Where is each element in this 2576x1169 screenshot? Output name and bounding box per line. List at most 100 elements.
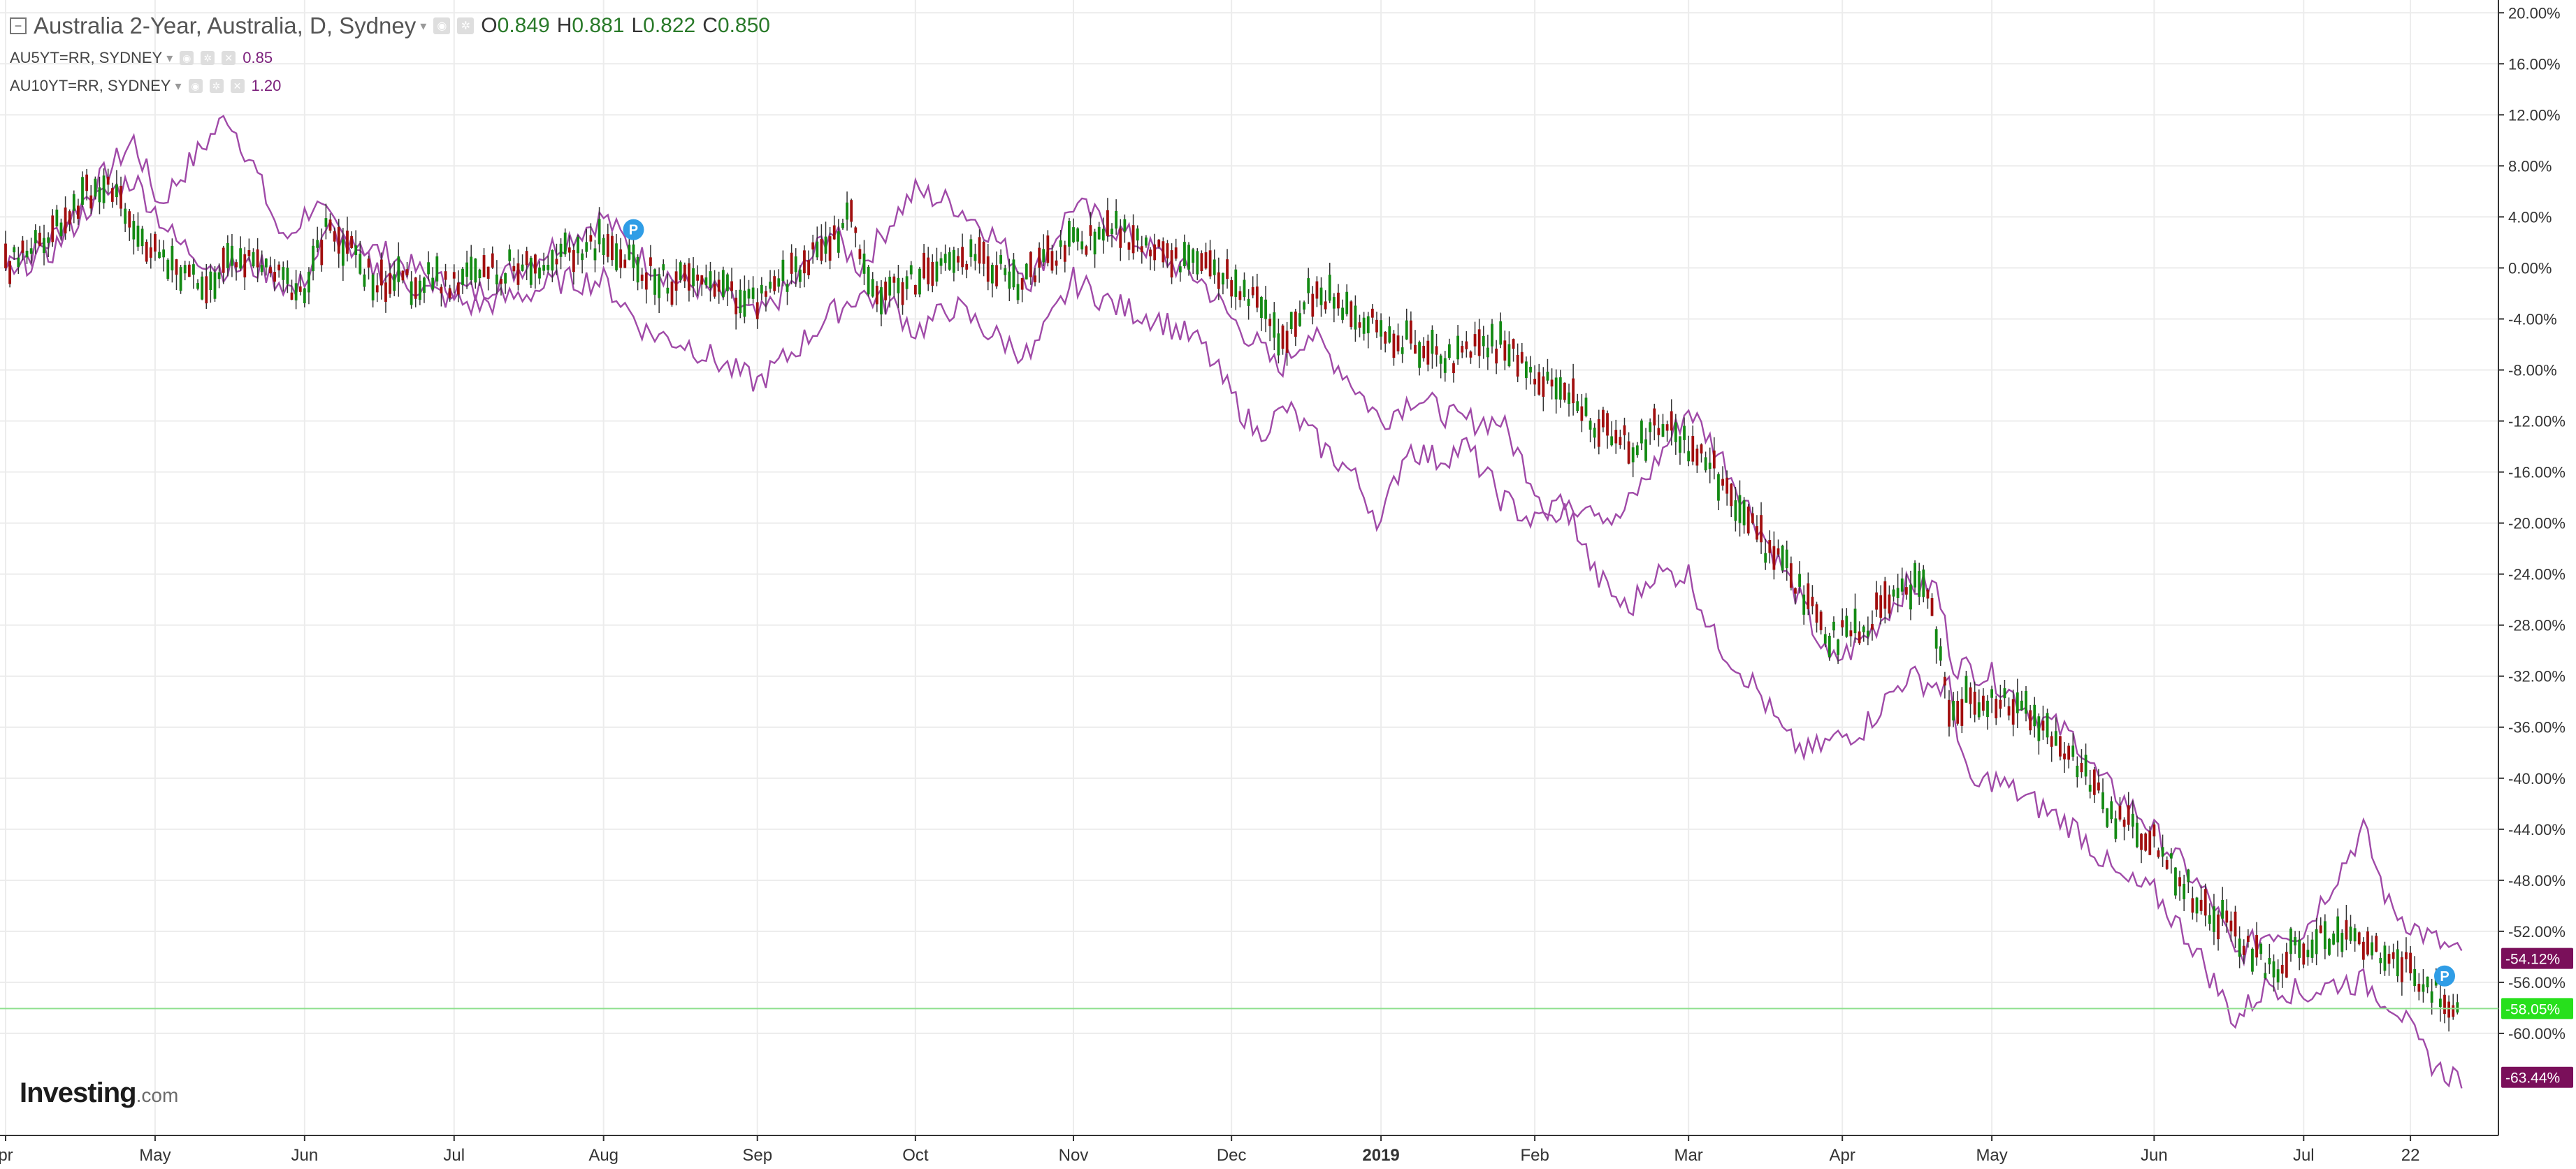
event-marker-icon[interactable] [2433, 965, 2455, 987]
candle-body [179, 267, 182, 291]
last-value-tag [2501, 998, 2573, 1019]
candle-body [1025, 263, 1028, 279]
gear-icon[interactable]: ✲ [209, 79, 224, 93]
legend-series-au5yt: AU5YT=RR, SYDNEY ▾ ◉ ✲ ✕ 0.85 [10, 49, 273, 67]
candle-body [683, 264, 686, 282]
candle-body [2199, 899, 2203, 911]
candle-body [2037, 716, 2041, 741]
close-icon[interactable]: ✕ [222, 51, 236, 65]
candle-body [452, 272, 456, 279]
candle-body [1123, 219, 1127, 232]
candle-body [1115, 210, 1118, 229]
candle-body [461, 268, 464, 285]
candle-body [1512, 339, 1515, 349]
candle-body [491, 253, 494, 268]
chevron-down-icon[interactable]: ▾ [166, 50, 173, 65]
candle-body [794, 256, 797, 273]
candle-body [786, 284, 789, 292]
candle-body [1127, 242, 1131, 250]
candle-body [4, 243, 7, 268]
candle-body [1131, 225, 1135, 254]
candle-body [867, 266, 870, 295]
chevron-down-icon[interactable]: ▾ [420, 18, 427, 33]
candle-body [486, 266, 490, 279]
candle-body [2438, 999, 2442, 1008]
candle-body [538, 267, 541, 279]
candle-body [25, 250, 29, 258]
candle-body [2238, 938, 2241, 957]
candle-body [106, 176, 110, 185]
eye-icon[interactable]: ◉ [180, 51, 194, 65]
eye-icon[interactable]: ◉ [433, 17, 451, 34]
candle-body [798, 269, 802, 282]
event-marker-icon[interactable] [623, 219, 644, 240]
candle-body [1469, 351, 1472, 358]
candle-body [38, 233, 41, 246]
candle-body [2127, 805, 2130, 825]
candle-body [2272, 961, 2275, 978]
candle-body [222, 247, 225, 273]
candle-body [1730, 484, 1733, 507]
candle-body [2131, 813, 2134, 827]
candle-body [1794, 588, 1797, 594]
event-markers[interactable]: PP [623, 219, 2455, 987]
price-axis[interactable]: 20.00% 16.00% 12.00% 8.00% 4.00% 0.00% -4.00% -… [2498, 4, 2566, 1043]
candle-body [623, 259, 627, 268]
investing-logo[interactable]: Investing.com [20, 1077, 179, 1108]
candle-body [2302, 943, 2306, 965]
time-axis[interactable]: pr May Jun Jul Aug Sep Oct Nov Dec 2019 Feb Mar Apr M… [0, 1135, 2419, 1165]
candle-body [811, 242, 815, 250]
candle-body [440, 286, 443, 293]
candle-body [2234, 911, 2237, 937]
candle-body [1640, 420, 1643, 444]
y-tick-label: 0.00% [2508, 259, 2552, 277]
candle-body [201, 276, 204, 300]
candle-body [1862, 626, 1865, 632]
main-legend: − Australia 2-Year, Australia, D, Sydney… [10, 13, 770, 39]
candle-body [2157, 850, 2160, 857]
chevron-down-icon[interactable]: ▾ [175, 78, 182, 93]
candle-body [1016, 284, 1020, 300]
candle-body [470, 256, 473, 280]
candle-body [1341, 307, 1344, 320]
candle-body [294, 283, 298, 300]
candle-body [1695, 449, 1699, 466]
candle-body [29, 248, 33, 254]
candle-body [986, 256, 990, 282]
candle-body [2383, 945, 2387, 971]
collapse-legend-toggle[interactable]: − [10, 17, 27, 34]
candle-body [2088, 785, 2092, 792]
x-tick-label: May [139, 1146, 171, 1165]
candle-body [534, 254, 537, 274]
candle-body [2067, 746, 2071, 760]
candle-body [375, 285, 379, 293]
candle-body [1491, 324, 1493, 347]
candle-body [2033, 704, 2036, 727]
candle-body [1072, 227, 1075, 242]
close-icon[interactable]: ✕ [230, 79, 245, 93]
eye-icon[interactable]: ◉ [188, 79, 203, 93]
candle-body [1465, 341, 1468, 349]
candle-body [2375, 936, 2378, 952]
candle-body [55, 209, 59, 226]
candle-body [1721, 479, 1724, 486]
gear-icon[interactable]: ✲ [457, 17, 475, 34]
candle-body [735, 298, 738, 314]
candle-body [1303, 302, 1305, 310]
candle-body [1644, 439, 1647, 461]
gear-icon[interactable]: ✲ [201, 51, 215, 65]
candle-body [154, 233, 157, 252]
candle-body [2229, 920, 2233, 931]
candle-body [1285, 331, 1289, 353]
candle-body [1452, 363, 1455, 373]
candle-body [1657, 428, 1660, 435]
candle-body [1700, 444, 1703, 453]
candle-body [1034, 275, 1036, 283]
candle-body [1358, 322, 1361, 328]
candle-body [1426, 340, 1430, 365]
candle-body [1208, 250, 1212, 277]
candle-body [1106, 210, 1109, 236]
candle-body [1145, 237, 1148, 246]
candle-body [431, 277, 435, 290]
